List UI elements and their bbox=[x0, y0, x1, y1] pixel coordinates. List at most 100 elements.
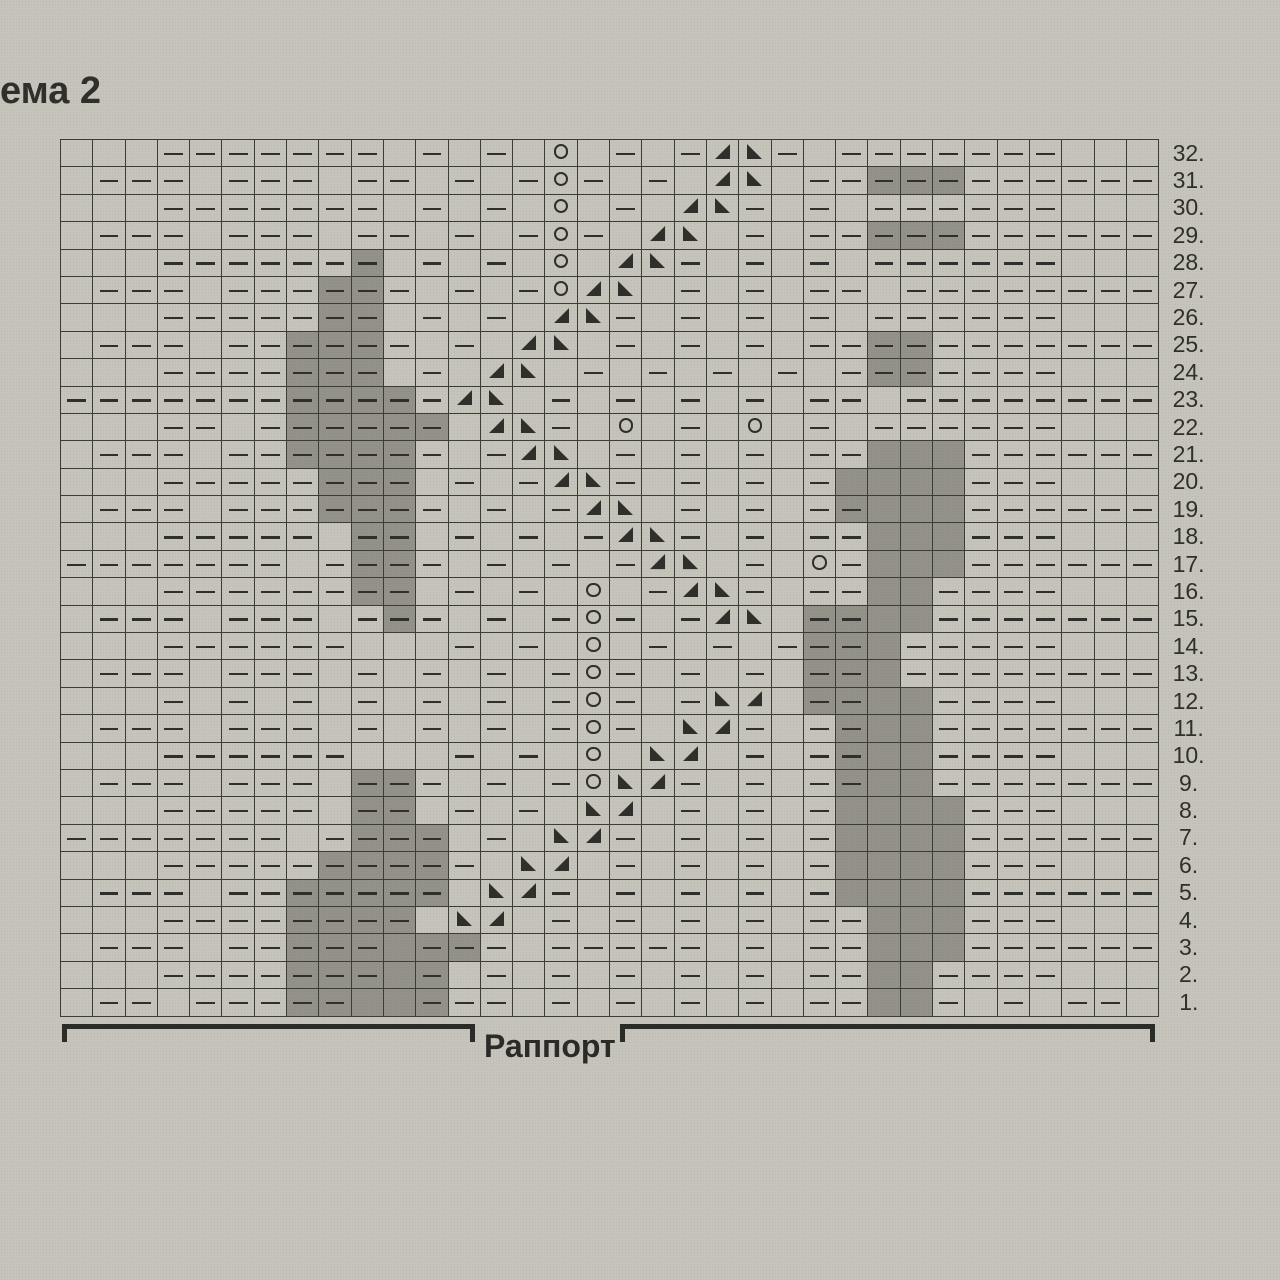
chart-cell bbox=[480, 715, 512, 742]
chart-cell bbox=[674, 797, 706, 824]
chart-cell bbox=[577, 879, 609, 906]
chart-cell bbox=[868, 578, 900, 605]
chart-cell bbox=[900, 769, 932, 796]
chart-cell bbox=[351, 331, 383, 358]
chart-cell bbox=[319, 879, 351, 906]
chart-cell bbox=[319, 276, 351, 303]
chart-cell bbox=[577, 413, 609, 440]
chart-cell bbox=[706, 468, 738, 495]
chart-cell bbox=[287, 934, 319, 961]
chart-cell bbox=[1062, 605, 1094, 632]
chart-cell bbox=[836, 304, 868, 331]
chart-cell bbox=[706, 687, 738, 714]
chart-cell bbox=[319, 769, 351, 796]
chart-cell bbox=[610, 742, 642, 769]
chart-cell bbox=[674, 167, 706, 194]
chart-cell bbox=[1126, 687, 1158, 714]
chart-cell bbox=[545, 687, 577, 714]
chart-cell bbox=[771, 742, 803, 769]
chart-cell bbox=[1094, 961, 1126, 988]
chart-cell bbox=[610, 496, 642, 523]
chart-cell bbox=[351, 276, 383, 303]
chart-cell bbox=[965, 386, 997, 413]
chart-cell bbox=[61, 550, 93, 577]
chart-cell bbox=[61, 167, 93, 194]
chart-cell bbox=[836, 276, 868, 303]
chart-cell bbox=[739, 276, 771, 303]
chart-cell bbox=[287, 140, 319, 167]
chart-cell bbox=[674, 906, 706, 933]
chart-cell bbox=[351, 961, 383, 988]
chart-cell bbox=[222, 413, 254, 440]
chart-cell bbox=[190, 331, 222, 358]
chart-cell bbox=[416, 167, 448, 194]
chart-cell bbox=[61, 989, 93, 1016]
chart-cell bbox=[1126, 194, 1158, 221]
chart-cell bbox=[448, 140, 480, 167]
chart-cell bbox=[416, 523, 448, 550]
chart-cell bbox=[933, 523, 965, 550]
chart-cell bbox=[868, 331, 900, 358]
chart-cell bbox=[319, 386, 351, 413]
chart-cell bbox=[157, 386, 189, 413]
chart-cell bbox=[319, 304, 351, 331]
chart-cell bbox=[157, 167, 189, 194]
chart-cell bbox=[577, 496, 609, 523]
chart-cell bbox=[933, 742, 965, 769]
chart-cell bbox=[416, 413, 448, 440]
chart-cell bbox=[545, 989, 577, 1016]
chart-cell bbox=[997, 824, 1029, 851]
chart-cell bbox=[577, 742, 609, 769]
chart-cell bbox=[448, 468, 480, 495]
chart-cell bbox=[1062, 386, 1094, 413]
chart-cell bbox=[739, 906, 771, 933]
chart-cell bbox=[222, 441, 254, 468]
chart-cell bbox=[868, 222, 900, 249]
chart-cell bbox=[642, 359, 674, 386]
chart-cell bbox=[383, 906, 415, 933]
chart-cell bbox=[577, 989, 609, 1016]
chart-cell bbox=[1029, 167, 1061, 194]
row-number: 13. bbox=[1159, 660, 1219, 687]
chart-cell bbox=[448, 961, 480, 988]
chart-cell bbox=[933, 852, 965, 879]
chart-cell bbox=[739, 605, 771, 632]
chart-cell bbox=[287, 797, 319, 824]
chart-cell bbox=[513, 797, 545, 824]
chart-cell bbox=[900, 934, 932, 961]
chart-cell bbox=[254, 468, 286, 495]
chart-cell bbox=[351, 550, 383, 577]
chart-cell bbox=[125, 742, 157, 769]
chart-cell bbox=[416, 304, 448, 331]
chart-cell bbox=[900, 386, 932, 413]
chart-cell bbox=[965, 441, 997, 468]
chart-cell bbox=[642, 550, 674, 577]
chart-cell bbox=[674, 194, 706, 221]
chart-cell bbox=[125, 468, 157, 495]
chart-cell bbox=[416, 605, 448, 632]
chart-cell bbox=[771, 934, 803, 961]
chart-cell bbox=[933, 797, 965, 824]
chart-cell bbox=[674, 496, 706, 523]
row-number: 21. bbox=[1159, 441, 1219, 468]
chart-cell bbox=[254, 605, 286, 632]
chart-cell bbox=[803, 906, 835, 933]
chart-cell bbox=[351, 578, 383, 605]
chart-cell bbox=[254, 879, 286, 906]
chart-cell bbox=[61, 578, 93, 605]
chart-cell bbox=[706, 222, 738, 249]
chart-cell bbox=[190, 249, 222, 276]
chart-cell bbox=[287, 879, 319, 906]
chart-cell bbox=[610, 550, 642, 577]
chart-cell bbox=[448, 386, 480, 413]
chart-cell bbox=[674, 249, 706, 276]
chart-cell bbox=[545, 633, 577, 660]
chart-cell bbox=[480, 934, 512, 961]
chart-cell bbox=[610, 578, 642, 605]
chart-cell bbox=[642, 605, 674, 632]
chart-cell bbox=[416, 140, 448, 167]
chart-cell bbox=[610, 605, 642, 632]
chart-cell bbox=[771, 989, 803, 1016]
chart-cell bbox=[222, 359, 254, 386]
chart-cell bbox=[1029, 523, 1061, 550]
